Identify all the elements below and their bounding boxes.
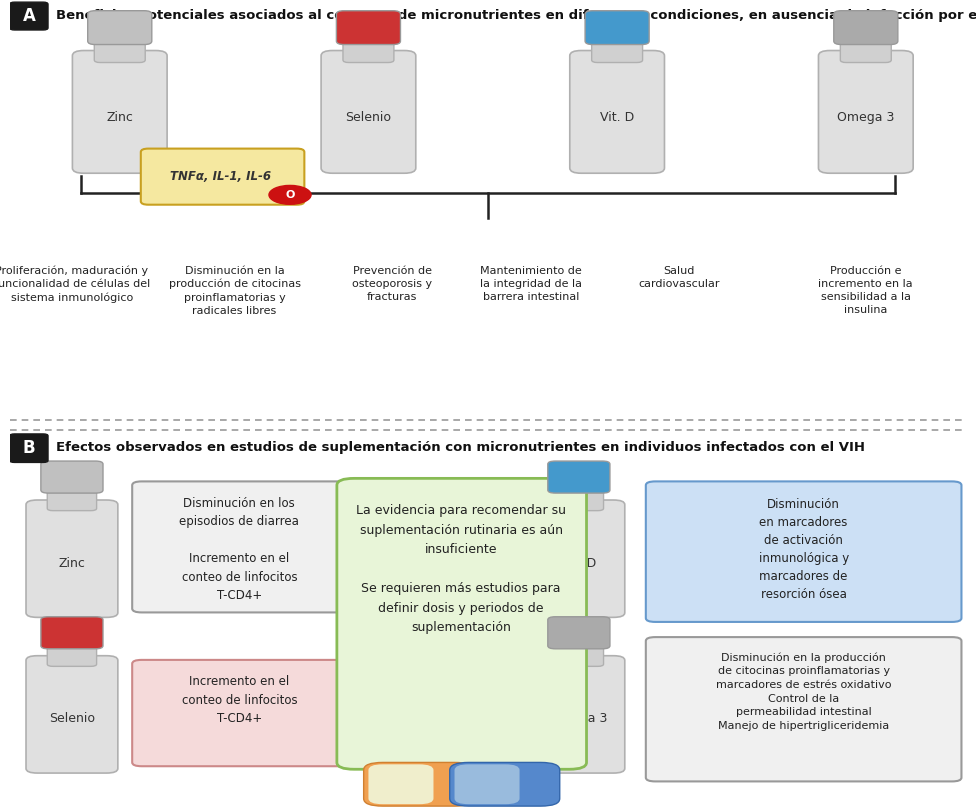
FancyBboxPatch shape xyxy=(369,764,433,804)
FancyBboxPatch shape xyxy=(585,11,649,44)
FancyBboxPatch shape xyxy=(548,461,610,493)
Text: Prevención de
osteoporosis y
fracturas: Prevención de osteoporosis y fracturas xyxy=(352,266,432,302)
Text: O: O xyxy=(285,190,295,200)
FancyBboxPatch shape xyxy=(343,36,394,62)
FancyBboxPatch shape xyxy=(132,482,347,612)
Text: Zinc: Zinc xyxy=(59,557,85,570)
Text: Disminución en la producción
de citocinas proinflamatorias y
marcadores de estré: Disminución en la producción de citocina… xyxy=(715,652,891,730)
FancyBboxPatch shape xyxy=(47,486,97,511)
FancyBboxPatch shape xyxy=(141,149,305,204)
FancyBboxPatch shape xyxy=(88,11,152,44)
FancyBboxPatch shape xyxy=(95,36,145,62)
FancyBboxPatch shape xyxy=(321,51,416,173)
FancyBboxPatch shape xyxy=(337,478,587,769)
Text: A: A xyxy=(22,6,35,25)
FancyBboxPatch shape xyxy=(533,500,625,617)
FancyBboxPatch shape xyxy=(10,434,48,462)
Text: Disminución en los
episodios de diarrea

Incremento en el
conteo de linfocitos
T: Disminución en los episodios de diarrea … xyxy=(180,497,300,602)
Text: Producción e
incremento en la
sensibilidad a la
insulina: Producción e incremento en la sensibilid… xyxy=(819,266,914,315)
FancyBboxPatch shape xyxy=(132,660,347,766)
Text: La evidencia para recomendar su
suplementación rutinaria es aún
insuficiente

Se: La evidencia para recomendar su suplemen… xyxy=(356,504,566,634)
FancyBboxPatch shape xyxy=(47,642,97,667)
FancyBboxPatch shape xyxy=(364,763,473,806)
Text: Disminución
en marcadores
de activación
inmunológica y
marcadores de
resorción ó: Disminución en marcadores de activación … xyxy=(758,499,849,601)
Text: Omega 3: Omega 3 xyxy=(550,713,607,726)
FancyBboxPatch shape xyxy=(554,642,603,667)
FancyBboxPatch shape xyxy=(41,461,103,493)
FancyBboxPatch shape xyxy=(337,11,400,44)
Text: Mantenimiento de
la integridad de la
barrera intestinal: Mantenimiento de la integridad de la bar… xyxy=(480,266,582,302)
FancyBboxPatch shape xyxy=(455,764,519,804)
FancyBboxPatch shape xyxy=(26,656,118,773)
FancyBboxPatch shape xyxy=(41,617,103,649)
Text: TNFα, IL-1, IL-6: TNFα, IL-1, IL-6 xyxy=(170,170,270,183)
Text: Vit. D: Vit. D xyxy=(562,557,596,570)
FancyBboxPatch shape xyxy=(591,36,642,62)
FancyBboxPatch shape xyxy=(450,763,560,806)
FancyBboxPatch shape xyxy=(10,2,48,30)
FancyBboxPatch shape xyxy=(834,11,898,44)
Circle shape xyxy=(269,185,311,204)
FancyBboxPatch shape xyxy=(840,36,891,62)
Text: Beneficios potenciales asociados al consumo de micronutrientes en diferentes con: Beneficios potenciales asociados al cons… xyxy=(56,10,976,23)
Text: Zinc: Zinc xyxy=(106,112,133,124)
FancyBboxPatch shape xyxy=(819,51,914,173)
Text: Proliferación, maduración y
funcionalidad de células del
sistema inmunológico: Proliferación, maduración y funcionalida… xyxy=(0,266,150,303)
Text: Incremento en el
conteo de linfocitos
T-CD4+: Incremento en el conteo de linfocitos T-… xyxy=(182,675,297,725)
Text: Selenio: Selenio xyxy=(346,112,391,124)
Text: Omega 3: Omega 3 xyxy=(837,112,894,124)
FancyBboxPatch shape xyxy=(533,656,625,773)
Text: Salud
cardiovascular: Salud cardiovascular xyxy=(638,266,720,288)
Text: Selenio: Selenio xyxy=(49,713,95,726)
Text: Efectos observados en estudios de suplementación con micronutrientes en individu: Efectos observados en estudios de suplem… xyxy=(56,441,865,454)
FancyBboxPatch shape xyxy=(570,51,665,173)
FancyBboxPatch shape xyxy=(26,500,118,617)
Text: B: B xyxy=(22,439,35,457)
FancyBboxPatch shape xyxy=(72,51,167,173)
FancyBboxPatch shape xyxy=(548,617,610,649)
Text: Disminución en la
producción de citocinas
proinflamatorias y
radicales libres: Disminución en la producción de citocina… xyxy=(169,266,301,316)
FancyBboxPatch shape xyxy=(646,482,961,622)
FancyBboxPatch shape xyxy=(554,486,603,511)
Text: Vit. D: Vit. D xyxy=(600,112,634,124)
FancyBboxPatch shape xyxy=(646,637,961,781)
